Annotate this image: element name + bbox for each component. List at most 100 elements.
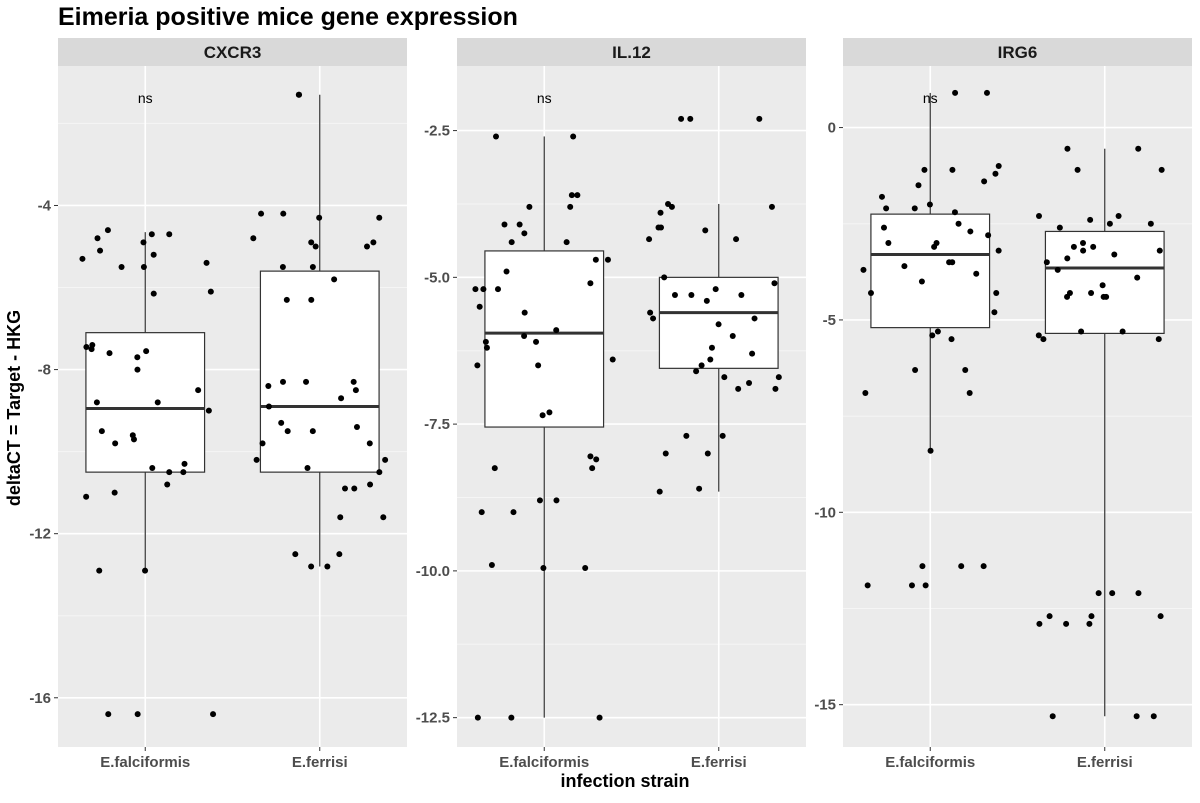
data-point xyxy=(278,419,285,426)
data-point xyxy=(546,409,553,416)
data-point xyxy=(292,551,299,558)
data-point xyxy=(93,399,100,406)
data-point xyxy=(130,436,137,443)
y-tick-label: -12.5 xyxy=(416,710,450,727)
data-point xyxy=(1079,239,1086,246)
significance-label: ns xyxy=(537,90,552,106)
data-point xyxy=(592,256,599,263)
data-point xyxy=(738,291,745,298)
data-point xyxy=(308,563,315,570)
y-tick-label: -8 xyxy=(38,362,51,379)
data-point xyxy=(1150,713,1157,720)
data-point xyxy=(150,251,157,258)
data-point xyxy=(336,551,343,558)
data-point xyxy=(1080,247,1087,254)
data-point xyxy=(312,243,319,250)
y-axis-title: deltaCT = Target - HKG xyxy=(4,310,24,506)
data-point xyxy=(911,205,918,212)
data-point xyxy=(533,338,540,345)
data-point xyxy=(180,469,187,476)
data-point xyxy=(749,350,756,357)
data-point xyxy=(350,378,357,385)
data-point xyxy=(259,440,266,447)
data-point xyxy=(195,387,202,394)
data-point xyxy=(962,366,969,373)
data-point xyxy=(304,465,311,472)
data-point xyxy=(721,374,728,381)
data-point xyxy=(521,230,528,237)
data-point xyxy=(1064,145,1071,152)
data-point xyxy=(503,268,510,275)
data-point xyxy=(668,203,675,210)
data-point xyxy=(647,309,654,316)
data-point xyxy=(908,582,915,589)
data-point xyxy=(143,348,150,355)
data-point xyxy=(83,344,90,351)
data-point xyxy=(1119,328,1126,335)
data-point xyxy=(134,354,141,361)
data-point xyxy=(657,209,664,216)
x-tick-label: E.falciformis xyxy=(499,754,589,771)
boxplot-e-falciformis xyxy=(484,136,605,718)
data-point xyxy=(526,203,533,210)
data-point xyxy=(140,239,147,246)
facet-strip-label: CXCR3 xyxy=(204,43,262,62)
data-point xyxy=(342,485,349,492)
data-point xyxy=(983,89,990,96)
data-point xyxy=(678,115,685,122)
x-tick-label: E.ferrisi xyxy=(292,754,348,771)
data-point xyxy=(1135,590,1142,597)
data-point xyxy=(918,278,925,285)
facet-strip-label: IL.12 xyxy=(612,43,651,62)
data-point xyxy=(688,291,695,298)
data-point xyxy=(1156,247,1163,254)
data-point xyxy=(149,465,156,472)
data-point xyxy=(508,239,515,246)
facet-strip-label: IRG6 xyxy=(998,43,1038,62)
data-point xyxy=(662,450,669,457)
data-point xyxy=(993,290,1000,296)
data-point xyxy=(650,315,657,322)
data-point xyxy=(382,456,389,463)
y-tick-label: -15 xyxy=(814,697,836,714)
data-point xyxy=(1088,290,1095,296)
data-point xyxy=(919,563,926,570)
data-point xyxy=(166,469,173,476)
data-point xyxy=(265,382,272,389)
data-point xyxy=(553,327,560,334)
data-point xyxy=(203,259,210,266)
data-point xyxy=(683,432,690,439)
data-point xyxy=(1087,216,1094,223)
data-point xyxy=(966,390,973,397)
data-point xyxy=(142,567,149,574)
data-point xyxy=(1086,620,1093,627)
data-point xyxy=(154,399,161,406)
data-point xyxy=(582,564,589,571)
data-point xyxy=(508,714,515,721)
data-point xyxy=(570,133,577,140)
y-tick-label: -5 xyxy=(823,312,836,329)
data-point xyxy=(703,297,710,304)
data-point xyxy=(1147,220,1154,227)
data-point xyxy=(735,385,742,392)
data-point xyxy=(955,220,962,227)
data-point xyxy=(1111,251,1118,258)
data-point xyxy=(476,303,483,310)
x-tick-label: E.ferrisi xyxy=(1077,754,1133,771)
data-point xyxy=(150,290,157,297)
data-point xyxy=(1115,213,1122,220)
data-point xyxy=(472,286,479,293)
facet-strip xyxy=(457,38,806,66)
facet-cxcr3: CXCR3 -16 -12 -8 -4 E.falciformis E.ferrisi ns xyxy=(29,38,407,771)
data-point xyxy=(280,210,287,217)
data-point xyxy=(992,170,999,177)
data-point xyxy=(587,280,594,287)
data-point xyxy=(912,366,919,373)
data-point xyxy=(1035,332,1042,339)
data-point xyxy=(94,235,101,242)
data-point xyxy=(587,453,594,460)
data-point xyxy=(309,428,316,435)
data-point xyxy=(995,247,1002,254)
data-point xyxy=(1078,328,1085,335)
